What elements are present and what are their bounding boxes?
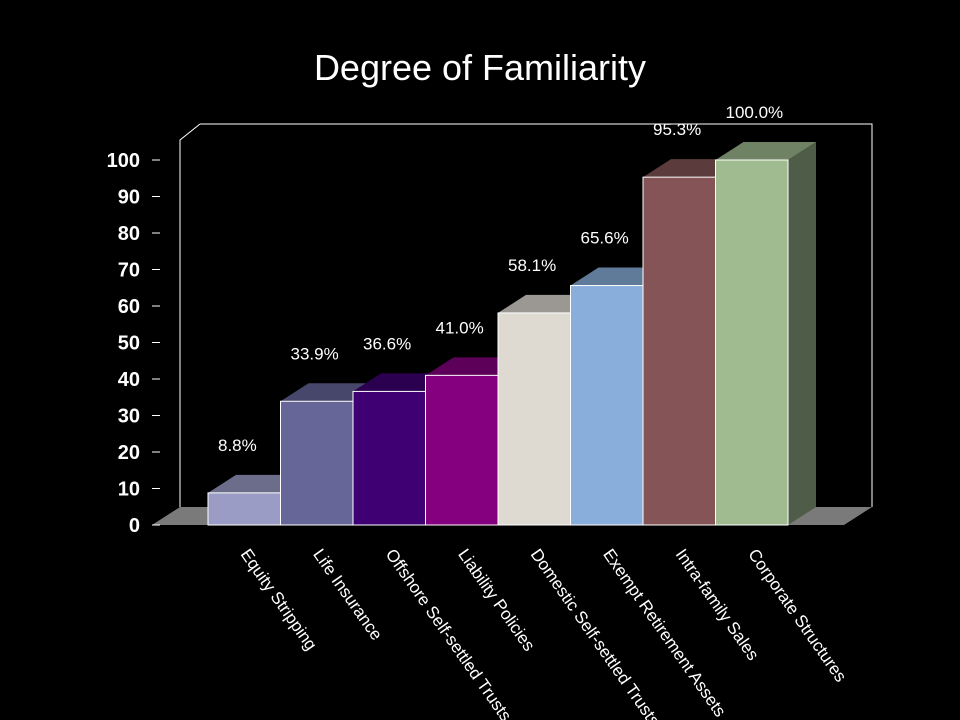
y-tick-label: 40: [118, 369, 140, 391]
value-label: 33.9%: [291, 344, 339, 363]
bar-front: [570, 285, 644, 526]
value-label: 95.3%: [653, 120, 701, 139]
x-tick-label: Liability Policies: [454, 545, 538, 654]
value-label: 58.1%: [508, 256, 556, 275]
x-tick-label: Corporate Structures: [744, 545, 850, 685]
x-tick-label: Exempt Retirement Assets: [599, 545, 729, 720]
value-label: 65.6%: [581, 229, 629, 248]
x-tick-label: Life Insurance: [309, 545, 386, 643]
y-tick-label: 0: [129, 515, 140, 537]
value-label: 36.6%: [363, 334, 411, 353]
value-labels-group: 8.8% 33.9% 36.6% 41.0% 58.1% 65.6% 95.3% 100.0%: [218, 103, 783, 455]
y-tick-label: 90: [118, 187, 140, 209]
bar-front: [352, 390, 426, 526]
y-tick-label: 30: [118, 406, 140, 428]
bar-front: [280, 400, 354, 526]
x-tick-label: Offshore Self-settled Trusts: [382, 545, 516, 720]
x-tick-label: Domestic Self-settled Trusts: [527, 545, 664, 720]
bars-group: [207, 142, 816, 526]
y-tick-label: 20: [118, 442, 140, 464]
back-wall-outline: [179, 123, 873, 507]
value-label: 8.8%: [218, 436, 257, 455]
x-tick-label: Equity Stripping: [237, 545, 321, 653]
bar-front: [425, 374, 499, 526]
bar-side: [788, 142, 816, 525]
bar: [715, 142, 816, 526]
bar-front: [715, 159, 789, 526]
bar-front: [497, 312, 571, 526]
bar-front: [642, 176, 716, 526]
y-axis: 0 10 20 30 40 50 60 70 80 90 100: [107, 150, 160, 537]
y-tick-label: 60: [118, 296, 140, 318]
bar-top: [715, 142, 816, 160]
y-tick-label: 80: [118, 223, 140, 245]
value-label: 100.0%: [726, 103, 784, 122]
y-tick-label: 100: [107, 150, 140, 172]
value-label: 41.0%: [436, 318, 484, 337]
y-tick-label: 10: [118, 479, 140, 501]
y-tick-label: 50: [118, 333, 140, 355]
y-tick-label: 70: [118, 260, 140, 282]
chart-title: Degree of Familiarity: [314, 47, 646, 88]
bar-front: [207, 492, 281, 526]
